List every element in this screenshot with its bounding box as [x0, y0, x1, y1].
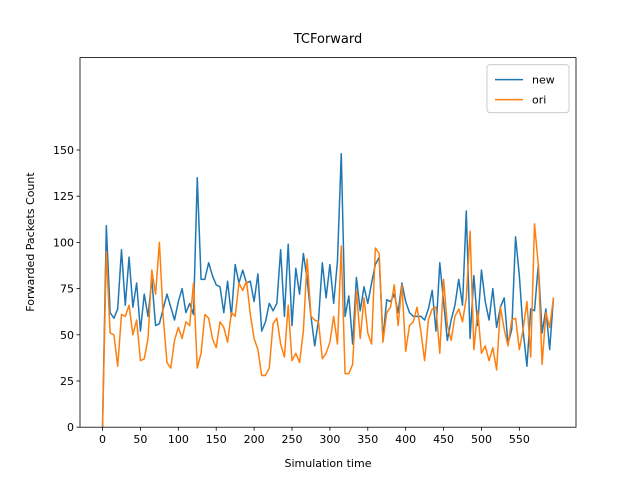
legend-label: new — [532, 74, 555, 87]
y-tick-label: 50 — [60, 329, 74, 342]
series-line — [101, 223, 555, 428]
x-tick-label: 50 — [133, 433, 147, 446]
x-tick-label: 100 — [168, 433, 189, 446]
x-tick-label: 550 — [509, 433, 530, 446]
x-tick-label: 250 — [282, 433, 303, 446]
y-tick-label: 75 — [60, 283, 74, 296]
y-tick-label: 125 — [53, 190, 74, 203]
y-tick-label: 100 — [53, 236, 74, 249]
chart-title: TCForward — [293, 32, 363, 47]
x-tick-label: 0 — [99, 433, 106, 446]
x-tick-label: 200 — [244, 433, 265, 446]
y-axis-label: Forwarded Packets Count — [24, 172, 37, 312]
legend-label: ori — [532, 94, 546, 107]
y-tick-label: 0 — [67, 421, 74, 434]
x-tick-label: 300 — [319, 433, 340, 446]
x-tick-label: 400 — [395, 433, 416, 446]
legend-box — [486, 64, 570, 114]
x-tick-label: 150 — [206, 433, 227, 446]
y-tick-label: 150 — [53, 144, 74, 157]
x-axis-label: Simulation time — [285, 457, 372, 470]
series-line — [101, 152, 555, 428]
plot-frame — [79, 57, 577, 428]
x-tick-label: 500 — [471, 433, 492, 446]
x-tick-label: 350 — [357, 433, 378, 446]
x-tick-label: 450 — [433, 433, 454, 446]
y-tick-label: 25 — [60, 375, 74, 388]
